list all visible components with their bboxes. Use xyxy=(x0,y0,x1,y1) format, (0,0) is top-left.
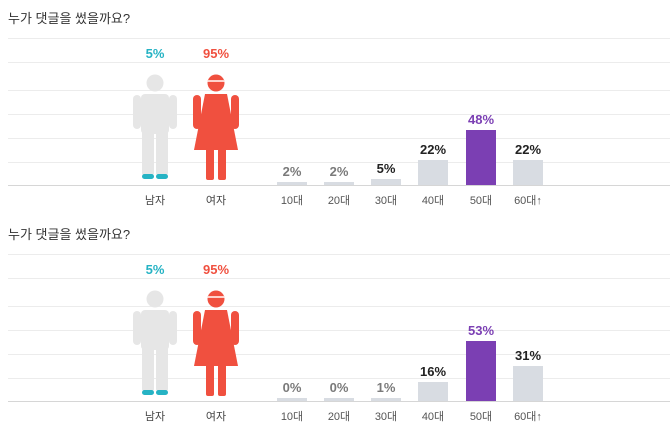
bar-60대↑ xyxy=(513,159,543,185)
bar-category-label: 20대 xyxy=(327,411,351,423)
gridline xyxy=(8,90,670,91)
bar-category-label: 30대 xyxy=(374,195,398,207)
gridline xyxy=(8,254,670,255)
gridline xyxy=(8,138,670,139)
bar-20대 xyxy=(324,182,354,185)
gridline xyxy=(8,38,670,39)
gridline xyxy=(8,378,670,379)
bar-10대 xyxy=(277,398,307,401)
female-percent-label: 95% xyxy=(202,46,230,61)
x-axis-baseline xyxy=(8,185,670,186)
female-percent-label: 95% xyxy=(202,262,230,277)
chart-panel-2: 누가 댓글을 썼을까요? 5% 남자 95% 여자 0% 10대 0% 20대 1% 30대 16%… xyxy=(0,216,670,432)
bar-value-label: 5% xyxy=(376,161,396,176)
bar-category-label: 10대 xyxy=(280,195,304,207)
gridline xyxy=(8,354,670,355)
bar-value-label: 31% xyxy=(514,347,542,363)
bar-40대 xyxy=(418,381,448,401)
bar-50대 xyxy=(466,340,496,401)
gridline xyxy=(8,330,670,331)
bar-category-label: 60대↑ xyxy=(514,411,542,423)
bar-20대 xyxy=(324,398,354,401)
bar-30대 xyxy=(371,398,401,401)
bar-category-label: 50대 xyxy=(469,195,493,207)
bar-30대 xyxy=(371,179,401,185)
bar-50대 xyxy=(466,130,496,185)
female-label: 여자 xyxy=(205,195,227,207)
bar-category-label: 50대 xyxy=(469,411,493,423)
x-axis-baseline xyxy=(8,401,670,402)
bar-60대↑ xyxy=(513,365,543,401)
bar-10대 xyxy=(277,182,307,185)
female-label: 여자 xyxy=(205,411,227,423)
gridline xyxy=(8,162,670,163)
bar-value-label: 53% xyxy=(467,322,495,338)
female-figure-icon xyxy=(193,290,239,396)
gridline xyxy=(8,62,670,63)
bar-category-label: 60대↑ xyxy=(514,195,542,207)
bar-value-label: 2% xyxy=(329,164,349,179)
bar-value-label: 2% xyxy=(282,164,302,179)
chart-title: 누가 댓글을 썼을까요? xyxy=(8,11,131,26)
male-label: 남자 xyxy=(144,195,166,207)
bar-category-label: 30대 xyxy=(374,411,398,423)
male-percent-label: 5% xyxy=(145,46,165,61)
bar-value-label: 0% xyxy=(282,380,302,395)
male-label: 남자 xyxy=(144,411,166,423)
bar-value-label: 22% xyxy=(514,141,542,157)
gridline xyxy=(8,306,670,307)
gridline xyxy=(8,278,670,279)
male-figure-icon xyxy=(133,290,177,395)
male-percent-label: 5% xyxy=(145,262,165,277)
chart-title: 누가 댓글을 썼을까요? xyxy=(8,227,131,242)
bar-value-label: 16% xyxy=(419,363,447,379)
bar-category-label: 10대 xyxy=(280,411,304,423)
gridline xyxy=(8,114,670,115)
bar-value-label: 48% xyxy=(467,112,495,128)
bar-category-label: 40대 xyxy=(421,411,445,423)
bar-value-label: 0% xyxy=(329,380,349,395)
chart-panel-1: 누가 댓글을 썼을까요? 5% 남자 95% 여자 2% 10대 2% 20대 5% 30대 22%… xyxy=(8,11,670,207)
bar-40대 xyxy=(418,159,448,185)
bar-value-label: 22% xyxy=(419,141,447,157)
bar-value-label: 1% xyxy=(376,380,396,395)
bar-category-label: 20대 xyxy=(327,195,351,207)
male-figure-icon xyxy=(133,74,177,179)
female-figure-icon xyxy=(193,74,239,180)
bar-category-label: 40대 xyxy=(421,195,445,207)
